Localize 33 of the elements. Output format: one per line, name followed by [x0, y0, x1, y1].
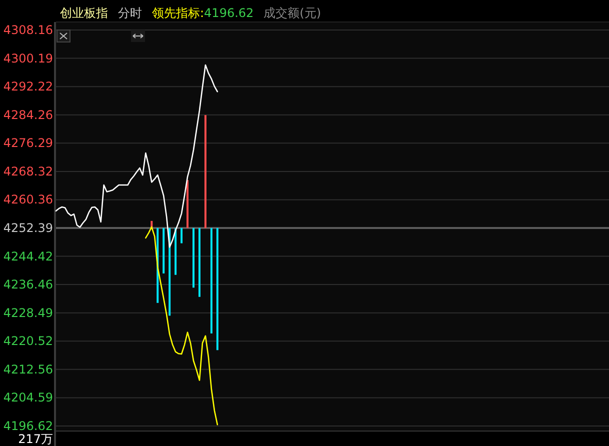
- y-tick-label: 4284.26: [3, 108, 53, 122]
- y-tick-label: 4300.19: [3, 51, 53, 66]
- y-tick-label: 4268.32: [3, 164, 53, 178]
- line-series: [55, 64, 218, 248]
- y-tick-label: 4276.29: [3, 136, 53, 150]
- bar: [198, 228, 200, 297]
- y-tick-label: 4308.16: [3, 23, 53, 37]
- chart-title: 创业板指: [60, 6, 108, 20]
- bar: [168, 228, 171, 316]
- line-series: [145, 226, 218, 426]
- y-tick-label: 4236.46: [3, 278, 53, 292]
- y-tick-label: 4196.62: [3, 419, 53, 433]
- y-tick-label: 4228.49: [3, 306, 53, 320]
- text: 4196.62: [204, 6, 254, 20]
- y-tick-label: 4220.52: [3, 334, 53, 348]
- y-tick-label: 4244.42: [3, 249, 53, 264]
- bar: [162, 228, 165, 274]
- y-tick-label: 4212.56: [3, 362, 53, 376]
- text: 217万: [18, 432, 53, 446]
- chart-subtitle: 分时: [118, 6, 142, 20]
- bar: [216, 228, 218, 350]
- y-tick-label: 4292.22: [3, 80, 53, 94]
- bar: [210, 228, 212, 334]
- y-tick-label: 4252.39: [3, 221, 53, 235]
- y-tick-label: 4260.36: [3, 192, 53, 207]
- bar: [186, 180, 189, 228]
- bar: [192, 228, 194, 288]
- text: 领先指标:: [152, 6, 204, 20]
- bar: [204, 115, 206, 228]
- text: 成交额(元): [264, 6, 322, 20]
- bar: [174, 228, 177, 275]
- bar: [180, 228, 183, 244]
- y-tick-label: 4204.59: [3, 390, 53, 405]
